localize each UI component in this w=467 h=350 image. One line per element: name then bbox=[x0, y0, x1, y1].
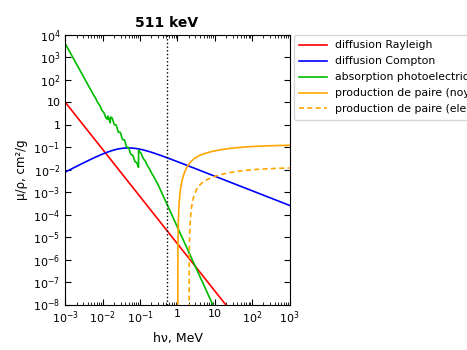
production de paire (electron) bbox=[171, 325, 177, 329]
production de paire (electron) bbox=[280, 166, 286, 170]
absorption photoelectrique bbox=[280, 325, 286, 329]
absorption photoelectrique bbox=[63, 42, 68, 46]
production de paire (noyau) bbox=[63, 325, 68, 329]
diffusion Rayleigh bbox=[63, 100, 68, 104]
production de paire (electron) bbox=[280, 166, 286, 170]
absorption photoelectrique bbox=[220, 325, 226, 329]
diffusion Rayleigh bbox=[287, 325, 292, 329]
diffusion Compton bbox=[166, 156, 171, 160]
production de paire (electron) bbox=[239, 169, 245, 173]
diffusion Compton bbox=[287, 203, 292, 208]
diffusion Compton bbox=[280, 201, 286, 205]
Line: production de paire (electron): production de paire (electron) bbox=[65, 168, 290, 327]
Legend: diffusion Rayleigh, diffusion Compton, absorption photoelectrique, production de: diffusion Rayleigh, diffusion Compton, a… bbox=[294, 35, 467, 120]
diffusion Compton bbox=[63, 170, 68, 174]
Line: production de paire (noyau): production de paire (noyau) bbox=[65, 145, 290, 327]
Line: diffusion Rayleigh: diffusion Rayleigh bbox=[65, 102, 290, 327]
absorption photoelectrique bbox=[287, 325, 292, 329]
production de paire (noyau) bbox=[166, 325, 171, 329]
diffusion Rayleigh bbox=[280, 325, 286, 329]
absorption photoelectrique bbox=[280, 325, 286, 329]
Line: diffusion Compton: diffusion Compton bbox=[65, 148, 290, 205]
absorption photoelectrique bbox=[166, 205, 171, 210]
production de paire (noyau) bbox=[280, 143, 286, 147]
diffusion Rayleigh bbox=[239, 323, 245, 327]
Y-axis label: μ/ρ, cm²/g: μ/ρ, cm²/g bbox=[14, 139, 28, 200]
Text: 511 keV: 511 keV bbox=[135, 16, 198, 30]
absorption photoelectrique bbox=[171, 218, 177, 223]
diffusion Rayleigh bbox=[280, 325, 286, 329]
production de paire (electron) bbox=[63, 325, 68, 329]
X-axis label: hν, MeV: hν, MeV bbox=[153, 331, 202, 344]
diffusion Compton bbox=[74, 164, 79, 168]
diffusion Rayleigh bbox=[74, 115, 79, 119]
production de paire (electron) bbox=[74, 325, 79, 329]
production de paire (noyau) bbox=[171, 325, 177, 329]
production de paire (noyau) bbox=[239, 145, 245, 149]
diffusion Rayleigh bbox=[166, 230, 171, 235]
production de paire (noyau) bbox=[74, 325, 79, 329]
diffusion Compton bbox=[280, 201, 286, 205]
production de paire (noyau) bbox=[287, 143, 292, 147]
diffusion Rayleigh bbox=[171, 238, 177, 242]
diffusion Compton bbox=[239, 185, 245, 189]
absorption photoelectrique bbox=[239, 325, 245, 329]
diffusion Rayleigh bbox=[241, 325, 246, 329]
production de paire (electron) bbox=[287, 166, 292, 170]
production de paire (electron) bbox=[166, 325, 171, 329]
diffusion Compton bbox=[172, 159, 177, 163]
Line: absorption photoelectrique: absorption photoelectrique bbox=[65, 44, 290, 327]
absorption photoelectrique bbox=[74, 63, 79, 67]
diffusion Compton bbox=[126, 146, 131, 150]
production de paire (noyau) bbox=[280, 143, 286, 147]
